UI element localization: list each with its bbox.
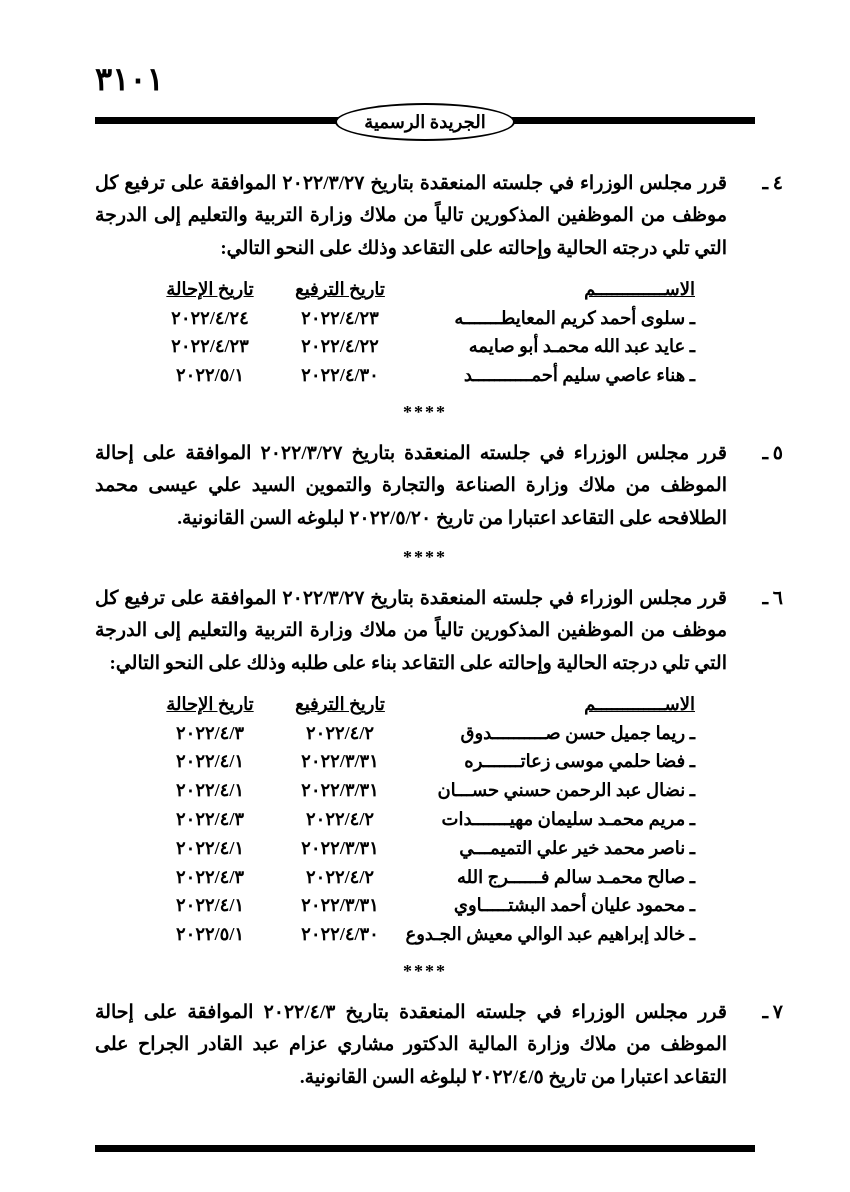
cell-d2: ٢٠٢٢/٥/١: [145, 361, 275, 390]
decree-item-5: ٥ ـقرر مجلس الوزراء في جلسته المنعقدة بت…: [95, 438, 755, 568]
col-promotion-date: تاريخ الترفيع: [275, 690, 405, 719]
page-number: ٣١٠١: [95, 60, 755, 98]
table-header: الاســـــــــــــم تاريخ الترفيع تاريخ ا…: [135, 690, 695, 719]
decree-number: ٥ ـ: [727, 438, 755, 470]
cell-name: ـ هناء عاصي سليم أحمـــــــــــد: [405, 361, 695, 390]
cell-name: ـ سلوى أحمد كريم المعايطـــــــه: [405, 304, 695, 333]
cell-name: ـ عايد عبد الله محمـد أبو صايمه: [405, 332, 695, 361]
decree-item-6: ٦ ـقرر مجلس الوزراء في جلسته المنعقدة بت…: [95, 583, 755, 982]
employee-table-4: الاســـــــــــــم تاريخ الترفيع تاريخ ا…: [135, 275, 695, 390]
table-row: ـ مريم محمـد سليمان مهيـــــــدات ٢٠٢٢/٤…: [135, 805, 695, 834]
cell-d2: ٢٠٢٢/٤/٢٣: [145, 332, 275, 361]
cell-d1: ٢٠٢٢/٣/٣١: [275, 747, 405, 776]
cell-d1: ٢٠٢٢/٤/٢: [275, 719, 405, 748]
cell-d2: ٢٠٢٢/٤/٣: [145, 805, 275, 834]
cell-d2: ٢٠٢٢/٥/١: [145, 920, 275, 949]
table-row: ـ ريما جميل حسن صــــــــــدوق ٢٠٢٢/٤/٢ …: [135, 719, 695, 748]
cell-name: ـ نضال عبد الرحمن حسني حســـان: [405, 776, 695, 805]
cell-d2: ٢٠٢٢/٤/١: [145, 891, 275, 920]
document-page: ٣١٠١ الجريدة الرسمية ٤ ـقرر مجلس الوزراء…: [0, 0, 850, 1159]
cell-d2: ٢٠٢٢/٤/١: [145, 776, 275, 805]
decree-number: ٦ ـ: [727, 583, 755, 615]
decree-item-7: ٧ ـقرر مجلس الوزراء في جلسته المنعقدة بت…: [95, 997, 755, 1094]
cell-d2: ٢٠٢٢/٤/١: [145, 747, 275, 776]
cell-name: ـ محمود عليان أحمد البشتـــــاوي: [405, 891, 695, 920]
table-row: ـ نضال عبد الرحمن حسني حســـان ٢٠٢٢/٣/٣١…: [135, 776, 695, 805]
table-row: ـ خالد إبراهيم عبد الوالي معيش الجـدوع ٢…: [135, 920, 695, 949]
separator: ****: [95, 402, 755, 423]
cell-name: ـ صالح محمـد سالم فــــــرج الله: [405, 863, 695, 892]
col-name: الاســـــــــــــم: [405, 275, 695, 304]
col-referral-date: تاريخ الإحالة: [145, 275, 275, 304]
col-promotion-date: تاريخ الترفيع: [275, 275, 405, 304]
cell-d1: ٢٠٢٢/٤/٢: [275, 863, 405, 892]
cell-d2: ٢٠٢٢/٤/٣: [145, 719, 275, 748]
cell-d1: ٢٠٢٢/٤/٢٢: [275, 332, 405, 361]
cell-d1: ٢٠٢٢/٤/٣٠: [275, 361, 405, 390]
cell-name: ـ فضا حلمي موسى زعاتـــــــره: [405, 747, 695, 776]
table-row: ـ صالح محمـد سالم فــــــرج الله ٢٠٢٢/٤/…: [135, 863, 695, 892]
cell-name: ـ ريما جميل حسن صــــــــــدوق: [405, 719, 695, 748]
header-rule: الجريدة الرسمية: [95, 103, 755, 143]
cell-name: ـ ناصر محمد خير علي التميمـــي: [405, 834, 695, 863]
cell-d1: ٢٠٢٢/٤/٣٠: [275, 920, 405, 949]
table-row: ـ هناء عاصي سليم أحمـــــــــــد ٢٠٢٢/٤/…: [135, 361, 695, 390]
decree-text: ٧ ـقرر مجلس الوزراء في جلسته المنعقدة بت…: [95, 997, 727, 1094]
decree-body: قرر مجلس الوزراء في جلسته المنعقدة بتاري…: [95, 1002, 727, 1088]
decree-item-4: ٤ ـقرر مجلس الوزراء في جلسته المنعقدة بت…: [95, 168, 755, 423]
cell-name: ـ مريم محمـد سليمان مهيـــــــدات: [405, 805, 695, 834]
table-row: ـ سلوى أحمد كريم المعايطـــــــه ٢٠٢٢/٤/…: [135, 304, 695, 333]
cell-d2: ٢٠٢٢/٤/٢٤: [145, 304, 275, 333]
cell-d1: ٢٠٢٢/٤/٢٣: [275, 304, 405, 333]
col-name: الاســـــــــــــم: [405, 690, 695, 719]
table-row: ـ محمود عليان أحمد البشتـــــاوي ٢٠٢٢/٣/…: [135, 891, 695, 920]
masthead-title: الجريدة الرسمية: [335, 103, 515, 141]
decree-body: قرر مجلس الوزراء في جلسته المنعقدة بتاري…: [95, 588, 727, 674]
table-row: ـ ناصر محمد خير علي التميمـــي ٢٠٢٢/٣/٣١…: [135, 834, 695, 863]
separator: ****: [95, 547, 755, 568]
cell-d1: ٢٠٢٢/٣/٣١: [275, 834, 405, 863]
cell-d1: ٢٠٢٢/٣/٣١: [275, 776, 405, 805]
table-header: الاســـــــــــــم تاريخ الترفيع تاريخ ا…: [135, 275, 695, 304]
decree-text: ٤ ـقرر مجلس الوزراء في جلسته المنعقدة بت…: [95, 168, 727, 265]
decree-body: قرر مجلس الوزراء في جلسته المنعقدة بتاري…: [95, 173, 727, 259]
table-row: ـ عايد عبد الله محمـد أبو صايمه ٢٠٢٢/٤/٢…: [135, 332, 695, 361]
table-row: ـ فضا حلمي موسى زعاتـــــــره ٢٠٢٢/٣/٣١ …: [135, 747, 695, 776]
employee-table-6: الاســـــــــــــم تاريخ الترفيع تاريخ ا…: [135, 690, 695, 949]
decree-number: ٤ ـ: [727, 168, 755, 200]
footer-rule: [95, 1145, 755, 1152]
cell-d2: ٢٠٢٢/٤/٣: [145, 863, 275, 892]
separator: ****: [95, 961, 755, 982]
cell-name: ـ خالد إبراهيم عبد الوالي معيش الجـدوع: [405, 920, 695, 949]
decree-text: ٥ ـقرر مجلس الوزراء في جلسته المنعقدة بت…: [95, 438, 727, 535]
col-referral-date: تاريخ الإحالة: [145, 690, 275, 719]
decree-body: قرر مجلس الوزراء في جلسته المنعقدة بتاري…: [95, 443, 727, 529]
decree-number: ٧ ـ: [727, 997, 755, 1029]
cell-d1: ٢٠٢٢/٣/٣١: [275, 891, 405, 920]
decree-text: ٦ ـقرر مجلس الوزراء في جلسته المنعقدة بت…: [95, 583, 727, 680]
cell-d2: ٢٠٢٢/٤/١: [145, 834, 275, 863]
cell-d1: ٢٠٢٢/٤/٢: [275, 805, 405, 834]
